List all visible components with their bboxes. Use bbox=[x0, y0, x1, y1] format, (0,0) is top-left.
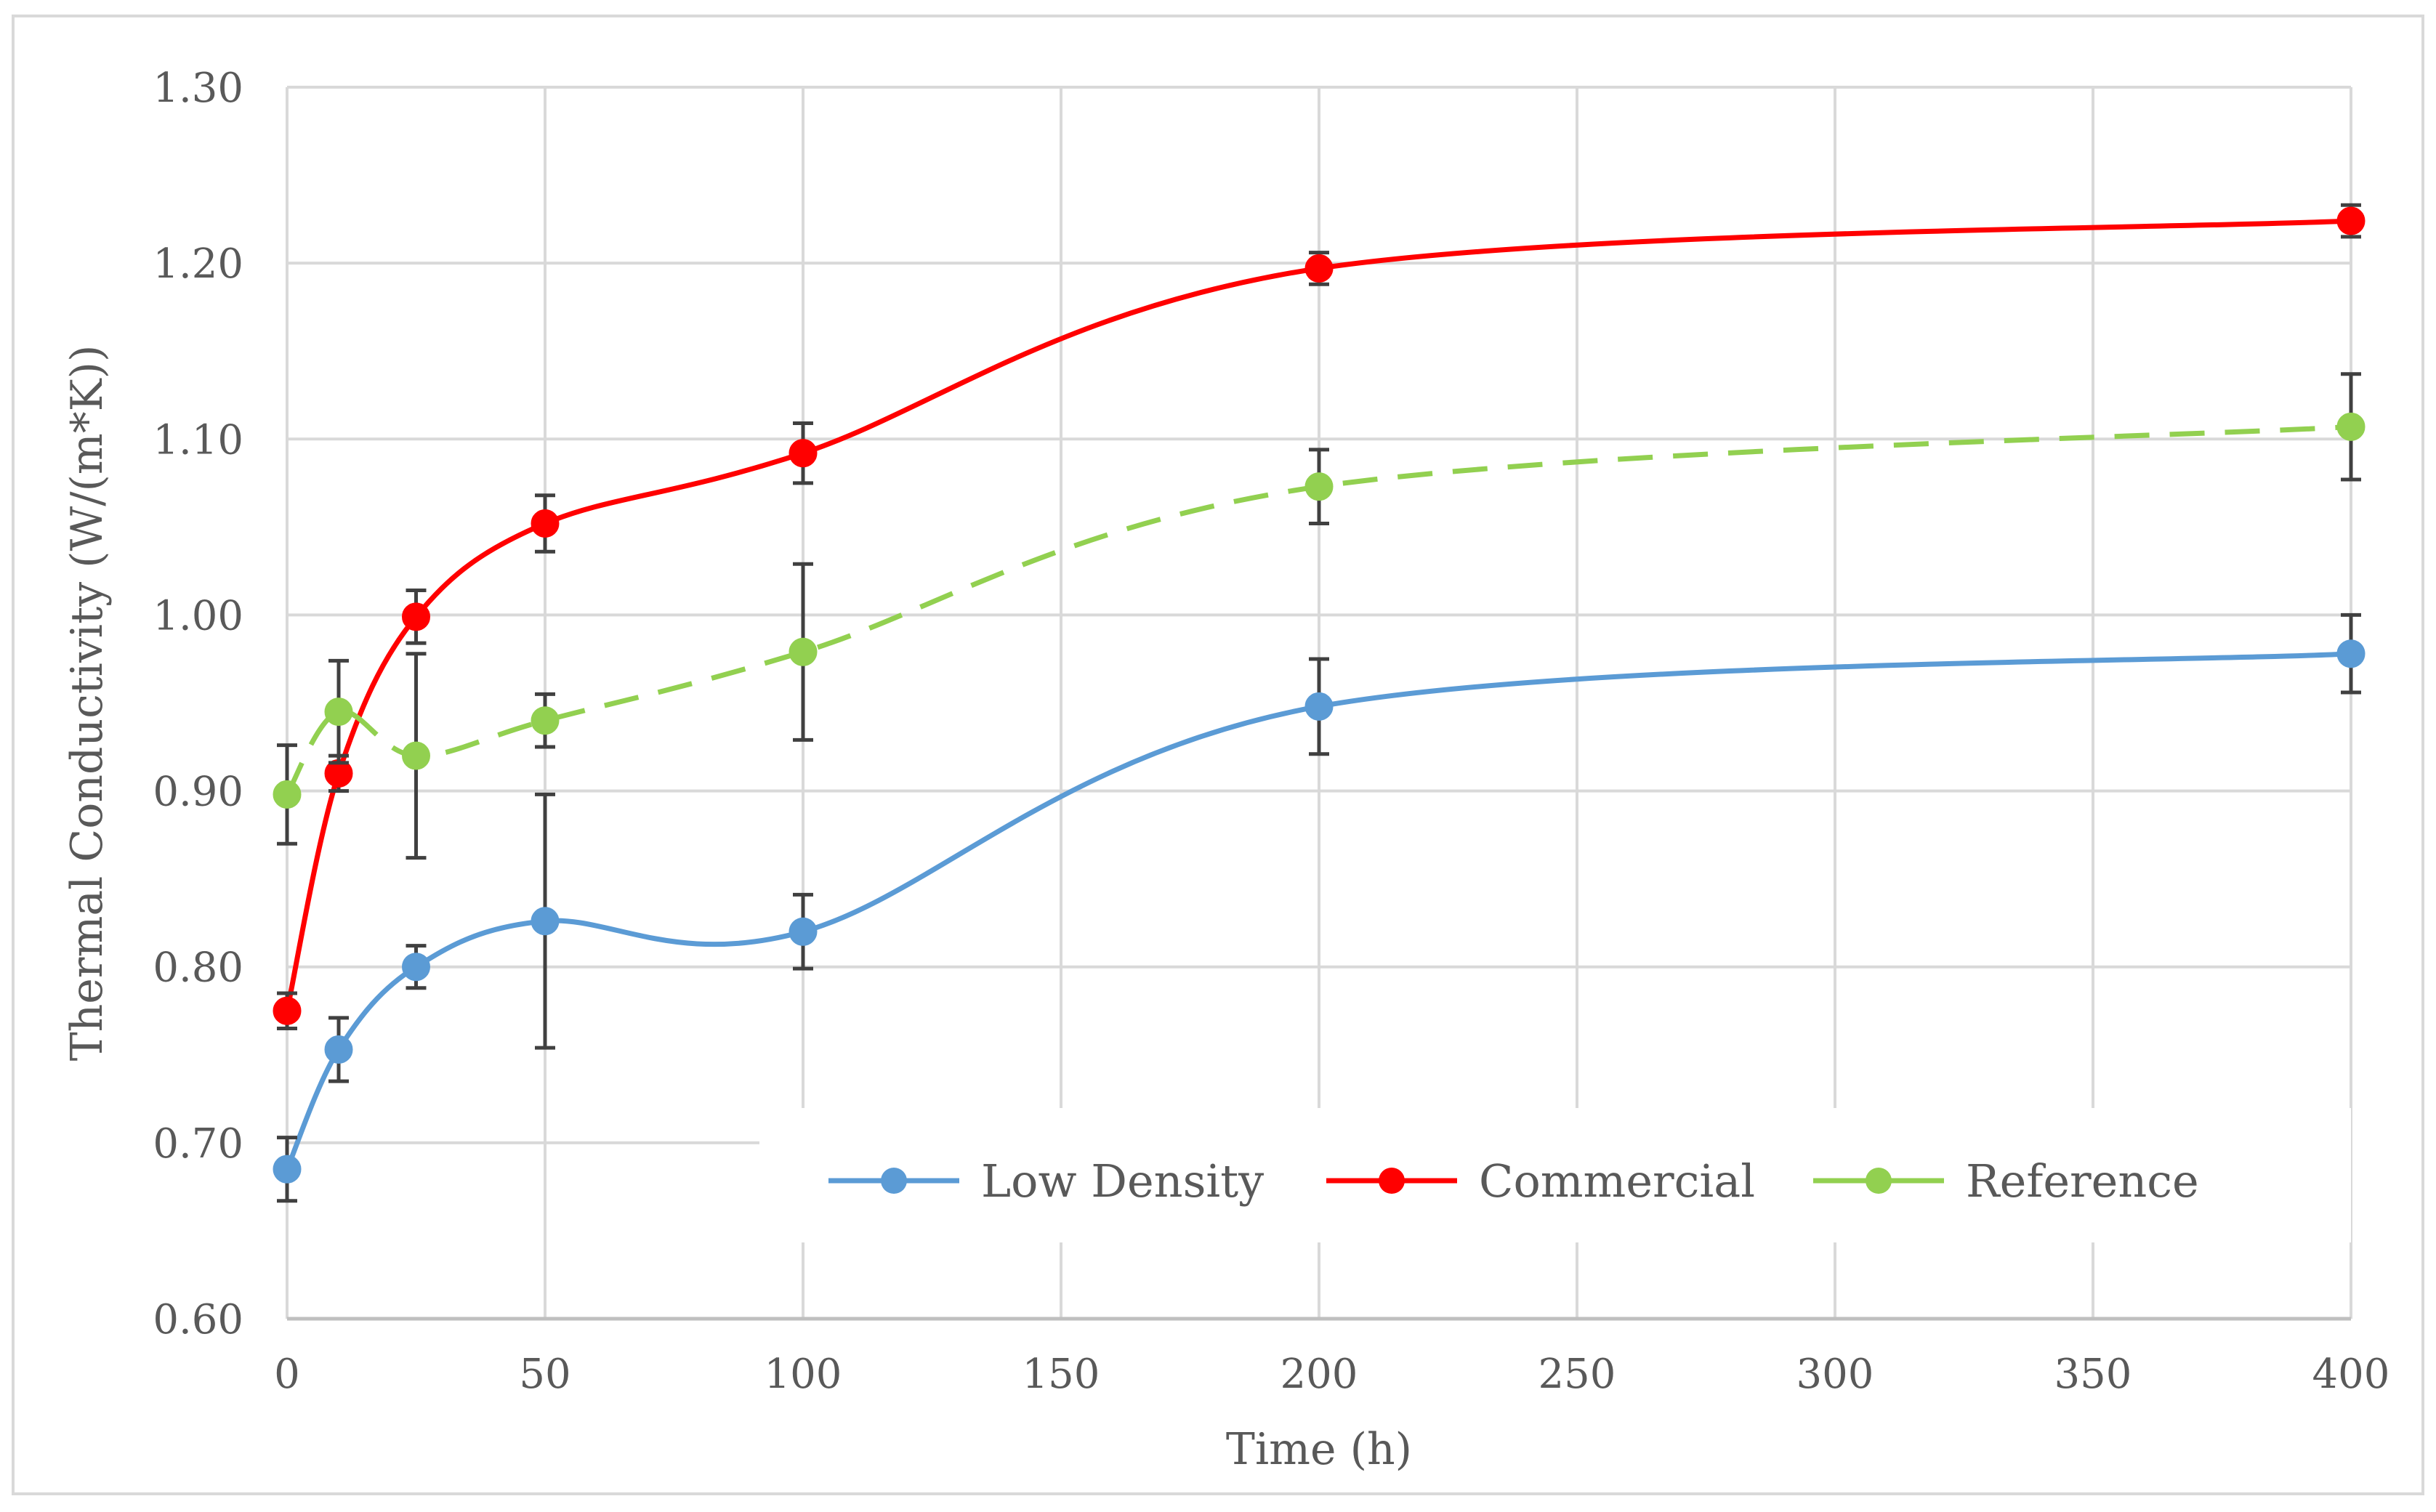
x-tick-label: 150 bbox=[1023, 1351, 1100, 1398]
series-line bbox=[284, 218, 2352, 1011]
x-tick-label: 100 bbox=[765, 1351, 842, 1398]
x-tick-label: 250 bbox=[1538, 1351, 1616, 1398]
y-tick-label: 0.80 bbox=[153, 945, 243, 992]
y-tick-label: 0.60 bbox=[153, 1296, 243, 1343]
legend-background bbox=[759, 1108, 2351, 1242]
data-point bbox=[531, 509, 560, 538]
y-tick-label: 1.30 bbox=[153, 65, 243, 112]
data-point bbox=[402, 953, 430, 982]
x-tick-label: 350 bbox=[2054, 1351, 2132, 1398]
data-point bbox=[273, 996, 302, 1025]
data-point bbox=[324, 1035, 353, 1064]
legend-marker bbox=[1379, 1168, 1405, 1194]
y-tick-label: 1.00 bbox=[153, 592, 243, 639]
data-point bbox=[1304, 254, 1334, 283]
data-point bbox=[2336, 639, 2366, 668]
data-point bbox=[402, 741, 430, 770]
x-tick-label: 300 bbox=[1796, 1351, 1874, 1398]
data-point bbox=[324, 698, 353, 727]
data-point bbox=[531, 706, 560, 735]
data-point bbox=[789, 917, 818, 946]
legend-item: Commercial bbox=[1326, 1155, 1755, 1208]
legend: Low Density Commercial Reference bbox=[759, 1108, 2351, 1242]
y-tick-label: 0.90 bbox=[153, 769, 243, 816]
legend-label: Commercial bbox=[1479, 1155, 1755, 1208]
axes: 0.60 0.70 0.80 0.90 1.00 1.10 1.20 1.30 0 50 100 15… bbox=[153, 65, 2389, 1398]
chart-border bbox=[12, 15, 2424, 1495]
data-point bbox=[789, 439, 818, 468]
x-tick-label: 400 bbox=[2312, 1351, 2390, 1398]
data-point bbox=[402, 602, 430, 631]
series-commercial bbox=[273, 203, 2366, 1030]
legend-marker bbox=[1866, 1168, 1892, 1194]
x-tick-label: 200 bbox=[1280, 1351, 1358, 1398]
y-tick-label: 1.20 bbox=[153, 240, 243, 288]
legend-label: Reference bbox=[1966, 1155, 2199, 1208]
data-point bbox=[1304, 692, 1334, 721]
x-axis-label: Time (h) bbox=[1226, 1424, 1412, 1475]
legend-label: Low Density bbox=[981, 1155, 1264, 1208]
series-group bbox=[273, 203, 2366, 1203]
x-tick-label: 0 bbox=[274, 1351, 300, 1398]
x-tick-label: 50 bbox=[519, 1351, 570, 1398]
data-point bbox=[789, 637, 818, 666]
y-tick-label: 0.70 bbox=[153, 1120, 243, 1168]
series-low-density bbox=[273, 613, 2366, 1203]
data-point bbox=[1304, 472, 1334, 501]
series-reference bbox=[273, 372, 2366, 860]
legend-marker bbox=[881, 1168, 907, 1194]
series-line bbox=[284, 424, 2352, 796]
data-point bbox=[2336, 206, 2366, 235]
legend-item: Low Density bbox=[828, 1155, 1264, 1208]
data-point bbox=[273, 1155, 302, 1184]
data-point bbox=[531, 907, 560, 936]
y-axis-label: Thermal Conductivity (W/(m*K)) bbox=[62, 345, 113, 1062]
y-tick-label: 1.10 bbox=[153, 416, 243, 464]
legend-item: Reference bbox=[1813, 1155, 2199, 1208]
data-point bbox=[2336, 412, 2366, 441]
data-point bbox=[273, 780, 302, 809]
